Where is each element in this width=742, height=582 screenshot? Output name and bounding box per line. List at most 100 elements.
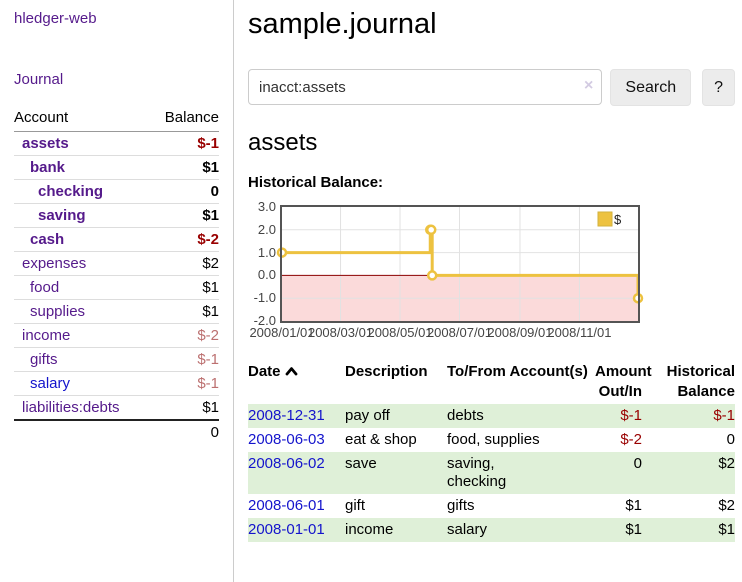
y-axis-tick-label: 3.0: [257, 199, 276, 214]
sort-ascending-icon: [285, 363, 298, 380]
account-row: liabilities:debts $1: [14, 395, 219, 420]
account-balance: 0: [149, 179, 219, 204]
balance-column-header: Balance: [149, 106, 219, 132]
chart-plot-area: $: [276, 205, 644, 323]
account-balance: $1: [149, 275, 219, 300]
account-link[interactable]: bank: [30, 159, 66, 176]
transaction-accounts: food, supplies: [447, 431, 540, 448]
account-row: cash $-2: [14, 227, 219, 252]
description-column-header: Description: [345, 363, 428, 380]
account-link[interactable]: saving: [38, 207, 86, 224]
y-axis-tick-label: 1.0: [257, 244, 276, 260]
chart-border: [280, 205, 640, 323]
account-balance: $1: [149, 299, 219, 324]
register-table-body: 2008-12-31 pay off debts $-1 $-1 2008-06-03 ea…: [248, 404, 735, 542]
transaction-date-link[interactable]: 2008-06-01: [248, 497, 325, 514]
account-row: checking 0: [14, 179, 219, 204]
account-heading: assets: [248, 129, 318, 156]
account-row: saving $1: [14, 203, 219, 228]
x-axis-tick-label: 2008/09/01: [487, 325, 553, 340]
account-row: supplies $1: [14, 299, 219, 324]
account-link[interactable]: expenses: [22, 255, 87, 272]
transaction-row: 2008-06-03 eat & shop food, supplies $-2 0: [248, 428, 735, 452]
account-balance: $-2: [149, 227, 219, 252]
account-total-row: 0: [14, 419, 219, 444]
account-link[interactable]: checking: [38, 183, 104, 200]
balance-column-header-main: Historical Balance: [666, 363, 735, 400]
account-row: salary $-1: [14, 371, 219, 396]
y-axis-tick-label: 0.0: [257, 267, 276, 283]
account-link[interactable]: assets: [22, 135, 69, 152]
account-balance: $-1: [149, 347, 219, 372]
x-axis-tick-label: 2008/03/01: [307, 325, 374, 340]
account-row: expenses $2: [14, 251, 219, 276]
transaction-row: 2008-06-01 gift gifts $1 $2: [248, 494, 735, 518]
account-row: food $1: [14, 275, 219, 300]
search-input[interactable]: [248, 69, 603, 105]
account-link[interactable]: supplies: [30, 303, 86, 320]
transaction-description: eat & shop: [345, 431, 417, 448]
account-balance: $-1: [149, 131, 219, 156]
transaction-date-link[interactable]: 2008-06-02: [248, 455, 325, 472]
x-axis-tick-label: 2008/07/01: [426, 325, 493, 340]
account-balance: $2: [149, 251, 219, 276]
transaction-amount: $-2: [620, 431, 642, 448]
account-balance: $1: [149, 155, 219, 180]
transaction-date-link[interactable]: 2008-01-01: [248, 521, 325, 538]
historical-balance-chart: $3.0 2.0 1.0 0.0 -1.0 -2.0 2008/01/01 2008/03/0…: [248, 199, 735, 347]
account-balance: $1: [149, 203, 219, 228]
account-balance-table: Account Balance assets $-1 bank $1 checking 0…: [14, 106, 219, 444]
account-link[interactable]: income: [22, 327, 71, 344]
transaction-row: 2008-01-01 income salary $1 $1: [248, 518, 735, 542]
clear-search-icon[interactable]: ×: [584, 77, 594, 94]
account-row: bank $1: [14, 155, 219, 180]
x-axis-tick-label: 2008/01/01: [249, 325, 315, 340]
account-link[interactable]: gifts: [30, 351, 58, 368]
data-point-marker: [426, 270, 438, 281]
transaction-accounts: gifts: [447, 497, 475, 514]
transaction-amount: $-1: [620, 407, 642, 424]
transaction-description: income: [345, 521, 394, 538]
transaction-accounts: saving, checking: [447, 455, 507, 490]
account-table-body: assets $-1 bank $1 checking 0 saving $1 cash $-2 e…: [14, 131, 219, 420]
transaction-accounts: debts: [447, 407, 484, 424]
sidebar: hledger-web Journal Account Balance asse…: [0, 0, 234, 582]
transaction-accounts: salary: [447, 521, 488, 538]
x-axis-tick-label: 2008/05/01: [367, 325, 433, 340]
legend-label: $: [614, 212, 622, 227]
y-axis-tick-label: -1.0: [253, 290, 276, 306]
transaction-description: gift: [345, 497, 366, 514]
transaction-description: save: [345, 455, 377, 472]
transaction-date-link[interactable]: 2008-06-03: [248, 431, 325, 448]
amount-column-header: Amount Out/In: [595, 363, 652, 400]
account-balance: $1: [149, 395, 219, 420]
account-total-value: 0: [149, 419, 219, 444]
chart-heading: Historical Balance:: [248, 174, 384, 191]
data-point-marker: [425, 224, 437, 236]
search-button[interactable]: Search: [610, 69, 692, 106]
account-row: gifts $-1: [14, 347, 219, 372]
account-balance: $-2: [149, 323, 219, 348]
transaction-description: pay off: [345, 407, 390, 424]
transaction-amount: 0: [633, 455, 642, 472]
help-button[interactable]: ?: [702, 69, 735, 106]
transaction-balance: $1: [718, 521, 735, 538]
account-link[interactable]: cash: [30, 231, 65, 248]
transaction-date-link[interactable]: 2008-12-31: [248, 407, 325, 424]
sidebar-item-journal[interactable]: Journal: [14, 71, 64, 88]
account-balance: $-1: [149, 371, 219, 396]
y-axis-tick-label: 2.0: [257, 221, 276, 237]
account-link[interactable]: salary: [30, 375, 71, 392]
date-column-header[interactable]: Date: [248, 360, 345, 404]
legend-swatch: [597, 211, 613, 227]
transaction-amount: $1: [625, 521, 642, 538]
tofrom-column-header: To/From Account(s): [447, 363, 588, 380]
account-link[interactable]: food: [30, 279, 60, 296]
transaction-balance: $2: [718, 497, 735, 514]
transaction-balance: 0: [726, 431, 735, 448]
transaction-row: 2008-06-02 save saving, checking 0 $2: [248, 452, 735, 494]
app-title-link[interactable]: hledger-web: [14, 10, 97, 27]
transaction-balance: $-1: [713, 407, 735, 424]
account-link[interactable]: liabilities:debts: [22, 399, 120, 416]
transaction-balance: $2: [718, 455, 735, 472]
